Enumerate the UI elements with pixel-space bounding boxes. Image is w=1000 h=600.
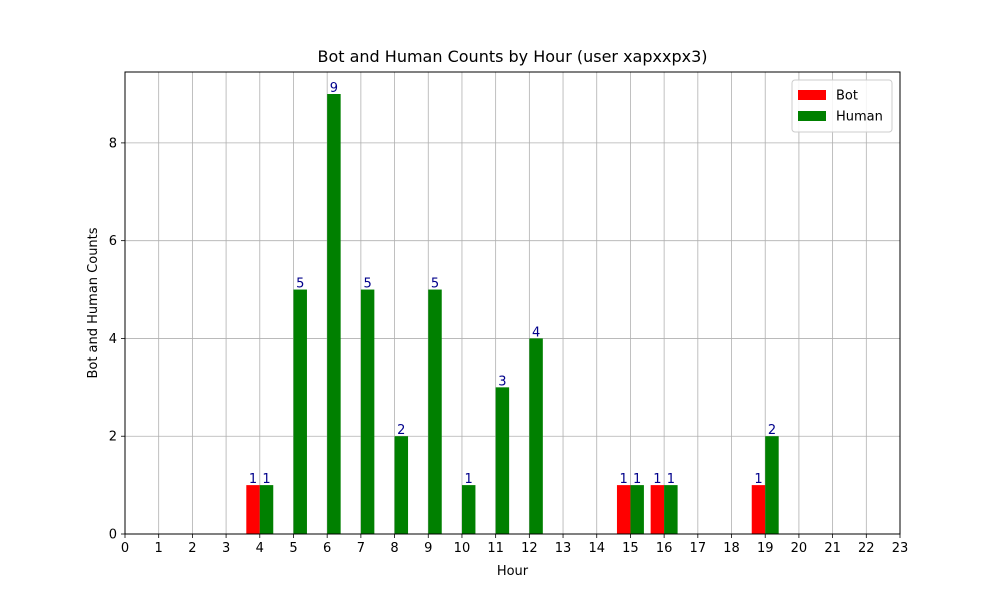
x-tick-label: 19 [757,541,774,556]
x-tick-label: 16 [656,541,673,556]
human-value-label: 4 [532,325,540,340]
x-tick-label: 6 [323,541,331,556]
x-tick-label: 20 [791,541,808,556]
x-tick-label: 5 [289,541,297,556]
bot-value-label: 1 [754,472,762,487]
x-tick-label: 0 [121,541,129,556]
human-value-label: 5 [431,277,439,292]
human-value-label: 1 [633,472,641,487]
bars [246,94,779,534]
human-bar [327,94,341,534]
human-value-label: 2 [397,423,405,438]
grid [124,72,901,535]
bot-bar [650,485,665,534]
x-tick-label: 9 [424,541,432,556]
x-tick-label: 3 [222,541,230,556]
legend-label-human: Human [836,110,883,125]
x-tick-label: 18 [723,541,740,556]
human-value-label: 1 [465,472,473,487]
x-tick-label: 1 [155,541,163,556]
legend-swatch-human [798,111,826,121]
human-bar [765,436,779,534]
human-bar [461,485,476,534]
human-bar [630,485,644,534]
x-tick-label: 2 [188,541,196,556]
human-bar [259,485,274,534]
x-tick-label: 4 [256,541,264,556]
human-value-label: 3 [498,374,506,389]
human-bar [293,289,307,534]
bot-bar [751,485,766,534]
x-tick-label: 13 [555,541,572,556]
human-bar [394,436,409,534]
x-tick-label: 7 [357,541,365,556]
human-value-label: 1 [667,472,675,487]
bot-value-label: 1 [653,472,661,487]
x-axis-title: Hour [497,564,529,579]
y-tick-label: 0 [109,528,117,543]
x-tick-label: 22 [858,541,875,556]
bot-value-label: 1 [620,472,628,487]
legend-label-bot: Bot [836,89,858,104]
y-tick-label: 4 [109,332,117,347]
x-tick-label: 15 [622,541,639,556]
human-bar [495,387,510,534]
bot-value-label: 1 [249,472,257,487]
bot-bar [616,485,631,534]
x-tick-label: 8 [390,541,398,556]
human-value-label: 9 [330,81,338,96]
human-value-label: 1 [262,472,270,487]
human-value-label: 5 [363,277,371,292]
plot-frame [124,71,901,535]
x-tick-label: 10 [454,541,471,556]
human-bar [664,485,678,534]
human-value-label: 5 [296,277,304,292]
x-tick-label: 23 [892,541,909,556]
y-tick-label: 6 [109,234,117,249]
human-bar [428,289,442,534]
y-axis-title: Bot and Human Counts [86,227,101,378]
x-tick-label: 11 [487,541,504,556]
x-tick-label: 21 [824,541,841,556]
x-axis-ticks: 0 1 2 3 4 5 6 7 8 9 10 11 12 13 14 15 16 17 18 19 20 21 22 23 [121,534,908,556]
legend-swatch-bot [798,90,826,100]
legend: Bot Human [791,79,893,133]
human-value-label: 2 [768,423,776,438]
human-bar [360,289,375,534]
x-tick-label: 17 [690,541,707,556]
x-tick-label: 14 [588,541,605,556]
chart-title: Bot and Human Counts by Hour (user xapxx… [317,47,707,66]
bot-bar [246,485,260,534]
y-tick-label: 8 [109,136,117,151]
y-axis-ticks: 0 2 4 6 8 [109,136,125,543]
y-tick-label: 2 [109,430,117,445]
human-bar [529,338,543,534]
x-tick-label: 12 [521,541,538,556]
